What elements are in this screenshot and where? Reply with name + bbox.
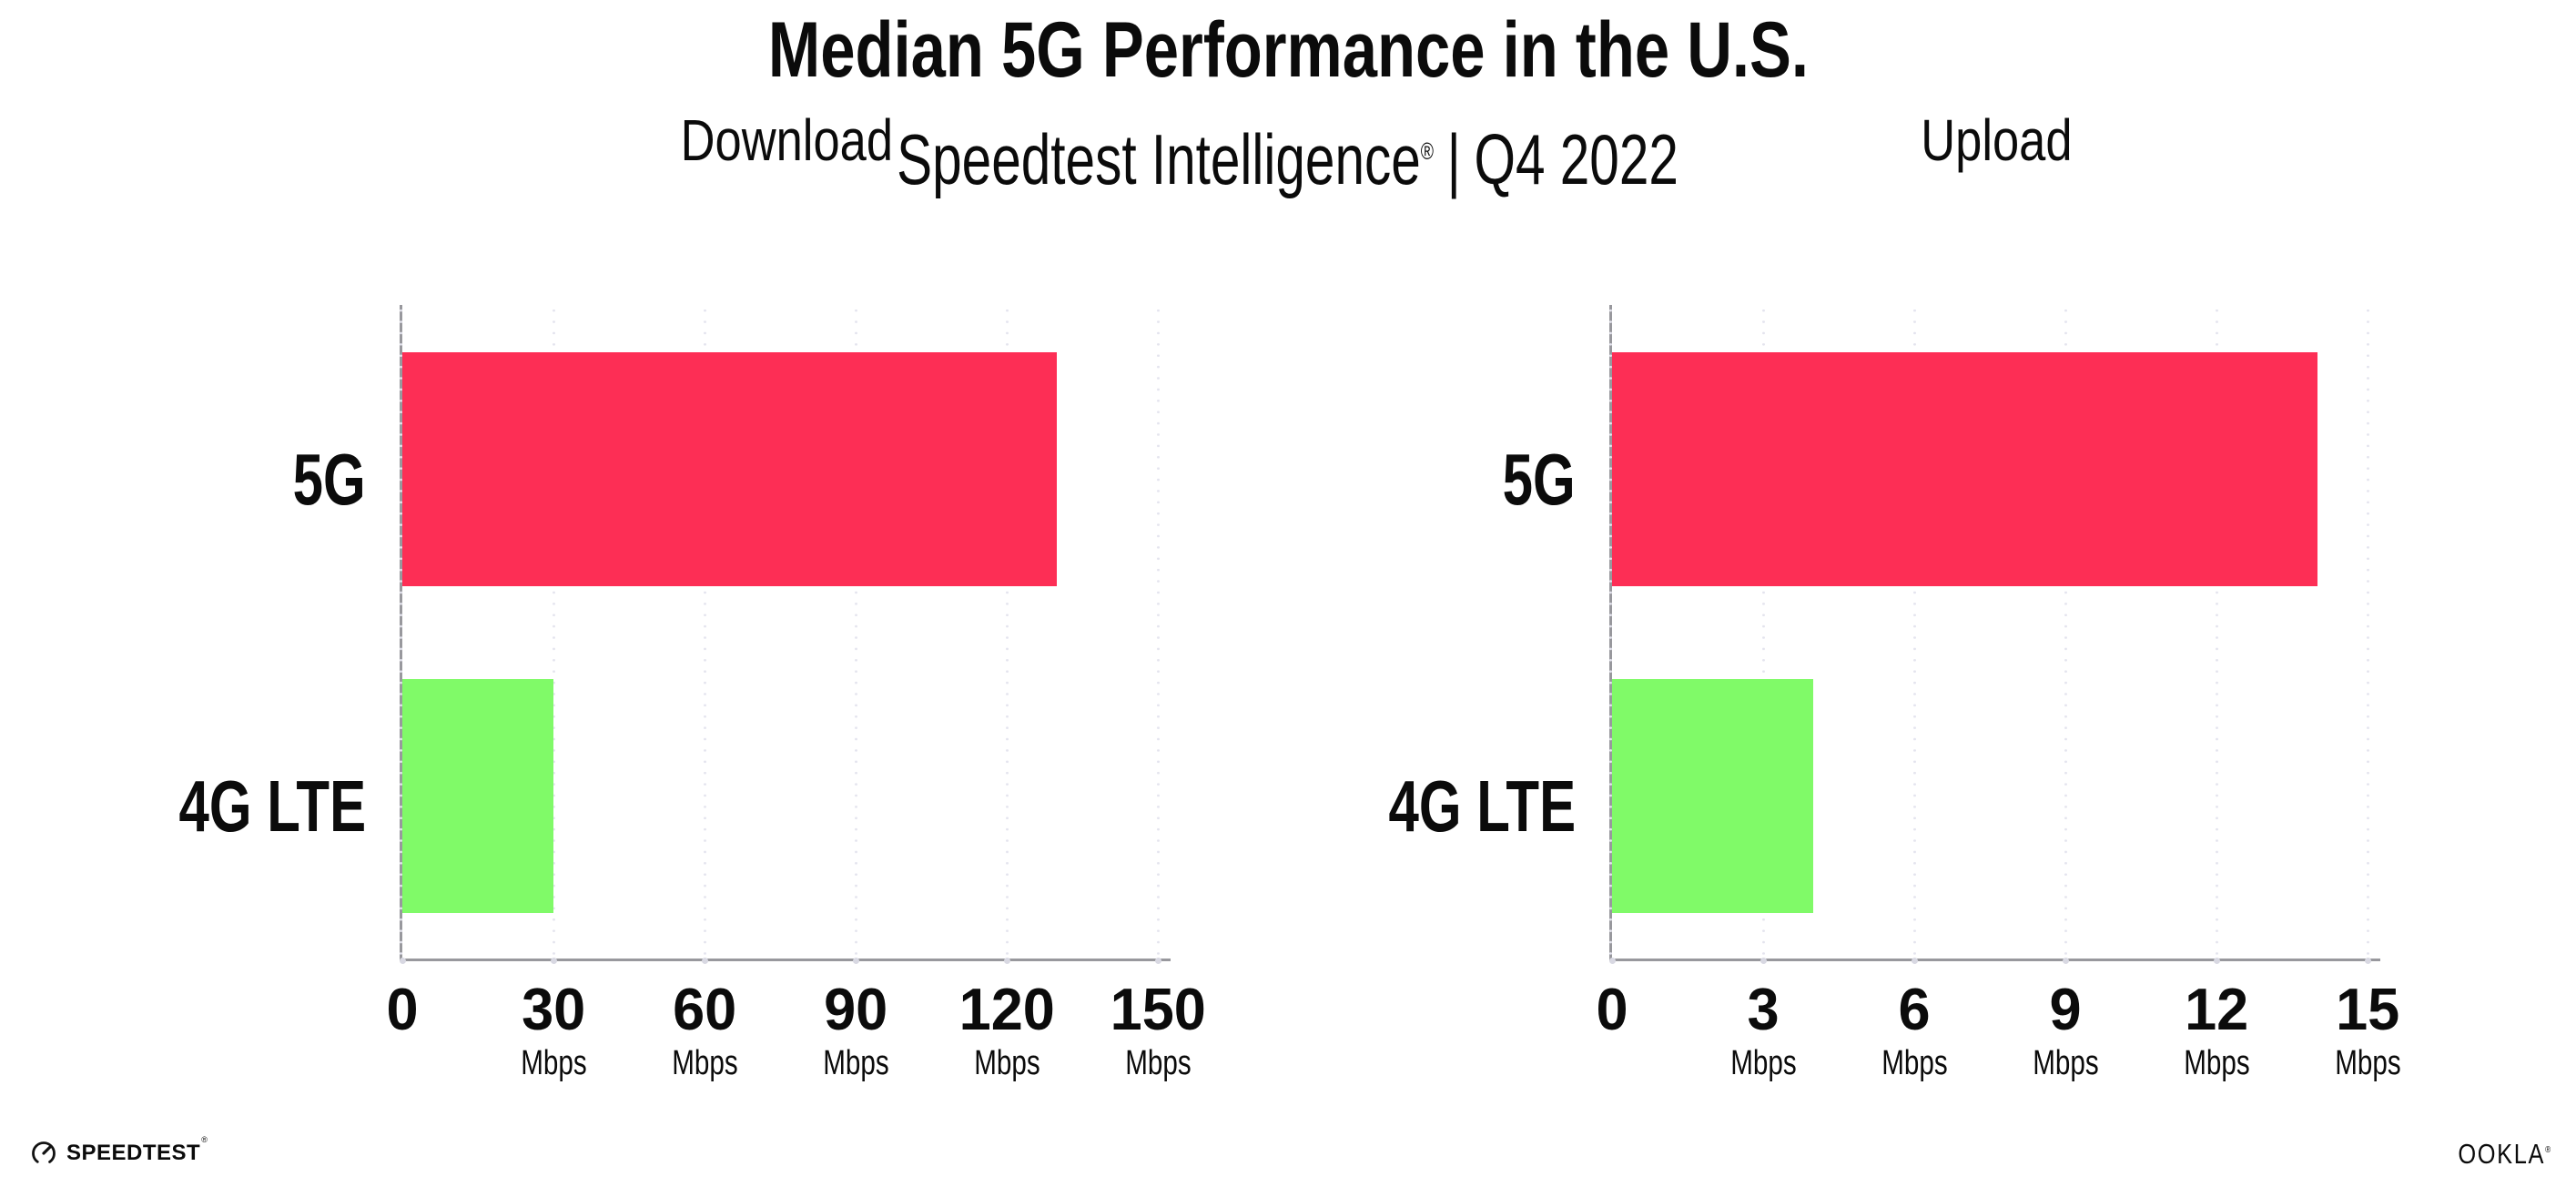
tick-unit: Mbps xyxy=(2183,1044,2250,1082)
upload-chart-title: Upload xyxy=(1920,107,2073,173)
speedtest-gauge-icon xyxy=(32,1141,56,1165)
tick-unit: Mbps xyxy=(2334,1044,2401,1082)
bar-5g xyxy=(402,352,1058,586)
tick-unit: Mbps xyxy=(1881,1044,1948,1082)
gridline xyxy=(1761,305,1765,959)
axis-tick-dot xyxy=(399,958,406,964)
axis-tick-dot xyxy=(1154,958,1161,964)
axis-tick-dot xyxy=(2364,958,2371,964)
tick-number: 6 xyxy=(1898,976,1931,1042)
y-axis-label-5g: 5G xyxy=(292,439,366,520)
tick-number: 0 xyxy=(1596,976,1628,1042)
tick-number: 120 xyxy=(958,976,1055,1042)
axis-tick-dot xyxy=(550,958,557,964)
tick-number: 12 xyxy=(2185,976,2249,1042)
tick-unit: Mbps xyxy=(520,1044,587,1082)
tick-unit: Mbps xyxy=(973,1044,1040,1082)
gridline xyxy=(2215,305,2218,959)
x-axis-tick-label: 0 xyxy=(330,979,475,1039)
gridline xyxy=(1609,305,1612,959)
x-axis-tick-label: 90 Mbps xyxy=(783,979,928,1081)
x-axis-tick-label: 60 Mbps xyxy=(632,979,777,1081)
x-axis-tick-label: 12 Mbps xyxy=(2144,979,2289,1081)
subtitle-period: Q4 2022 xyxy=(1474,119,1679,199)
axis-tick-dot xyxy=(1911,958,1918,964)
subtitle-divider: | xyxy=(1447,119,1462,199)
tick-number: 60 xyxy=(672,976,737,1042)
tick-unit: Mbps xyxy=(1124,1044,1192,1082)
gridline xyxy=(2064,305,2067,959)
axis-tick-dot xyxy=(852,958,859,964)
tick-number: 15 xyxy=(2336,976,2400,1042)
tick-unit: Mbps xyxy=(1729,1044,1797,1082)
x-axis-tick-label: 150 Mbps xyxy=(1085,979,1231,1081)
ookla-trademark: ® xyxy=(2544,1145,2551,1155)
speedtest-logo-text: SPEEDTEST® xyxy=(66,1135,208,1165)
x-axis-tick-label: 120 Mbps xyxy=(934,979,1080,1081)
gridline xyxy=(703,305,706,959)
tick-number: 9 xyxy=(2049,976,2082,1042)
x-axis-tick-label: 9 Mbps xyxy=(1993,979,2138,1081)
gridline xyxy=(854,305,857,959)
tick-unit: Mbps xyxy=(822,1044,889,1082)
tick-number: 0 xyxy=(386,976,419,1042)
download-chart-title: Download xyxy=(680,107,893,173)
page-subtitle-text: Speedtest Intelligence® | Q4 2022 xyxy=(898,124,1679,195)
y-axis-label-4g-lte: 4G LTE xyxy=(1388,766,1576,847)
speedtest-trademark: ® xyxy=(201,1135,208,1144)
ookla-logo-text: OOKLA® xyxy=(2458,1138,2551,1170)
speedtest-logo: SPEEDTEST® xyxy=(30,1135,208,1167)
tick-number: 3 xyxy=(1747,976,1780,1042)
tick-unit: Mbps xyxy=(671,1044,738,1082)
axis-tick-dot xyxy=(1760,958,1767,964)
tick-number: 90 xyxy=(824,976,888,1042)
y-axis-label-4g-lte: 4G LTE xyxy=(178,766,366,847)
tick-unit: Mbps xyxy=(2032,1044,2099,1082)
page-title: Median 5G Performance in the U.S. xyxy=(0,7,2576,94)
gridline xyxy=(400,305,402,959)
gridline xyxy=(1912,305,1916,959)
x-axis-tick-label: 0 xyxy=(1539,979,1685,1039)
axis-tick-dot xyxy=(1003,958,1010,964)
page-subtitle: Speedtest Intelligence® | Q4 2022 xyxy=(0,124,2576,195)
gridline xyxy=(552,305,555,959)
y-axis-label-5g: 5G xyxy=(1502,439,1576,520)
x-axis-tick-label: 6 Mbps xyxy=(1841,979,1987,1081)
ookla-logo: OOKLA® xyxy=(2438,1138,2551,1171)
subtitle-brand: Speedtest Intelligence xyxy=(897,119,1422,199)
x-axis-tick-label: 3 Mbps xyxy=(1690,979,1836,1081)
axis-tick-dot xyxy=(2213,958,2220,964)
tick-number: 30 xyxy=(521,976,586,1042)
tick-number: 150 xyxy=(1110,976,1206,1042)
bar-5g xyxy=(1612,352,2317,586)
axis-tick-dot xyxy=(1608,958,1616,964)
gridline xyxy=(2366,305,2369,959)
bar-4g-lte xyxy=(402,679,554,913)
gridline xyxy=(1005,305,1009,959)
registered-mark: ® xyxy=(1421,139,1435,165)
download-chart-plot-area: Download 5G 4G LTE 0 30 Mbps 60 Mbps 90 Mbps 12… xyxy=(178,111,1205,1081)
axis-tick-dot xyxy=(2062,958,2069,964)
x-axis-tick-label: 30 Mbps xyxy=(481,979,626,1081)
bar-4g-lte xyxy=(1612,679,1814,913)
page-title-text: Median 5G Performance in the U.S. xyxy=(767,6,1809,94)
upload-chart-plot-area: Upload 5G 4G LTE 0 3 Mbps 6 Mbps 9 Mbps 12 Mbps 1… xyxy=(1388,111,2400,1081)
x-axis-tick-label: 15 Mbps xyxy=(2295,979,2440,1081)
axis-tick-dot xyxy=(701,958,708,964)
gridline xyxy=(1156,305,1160,959)
